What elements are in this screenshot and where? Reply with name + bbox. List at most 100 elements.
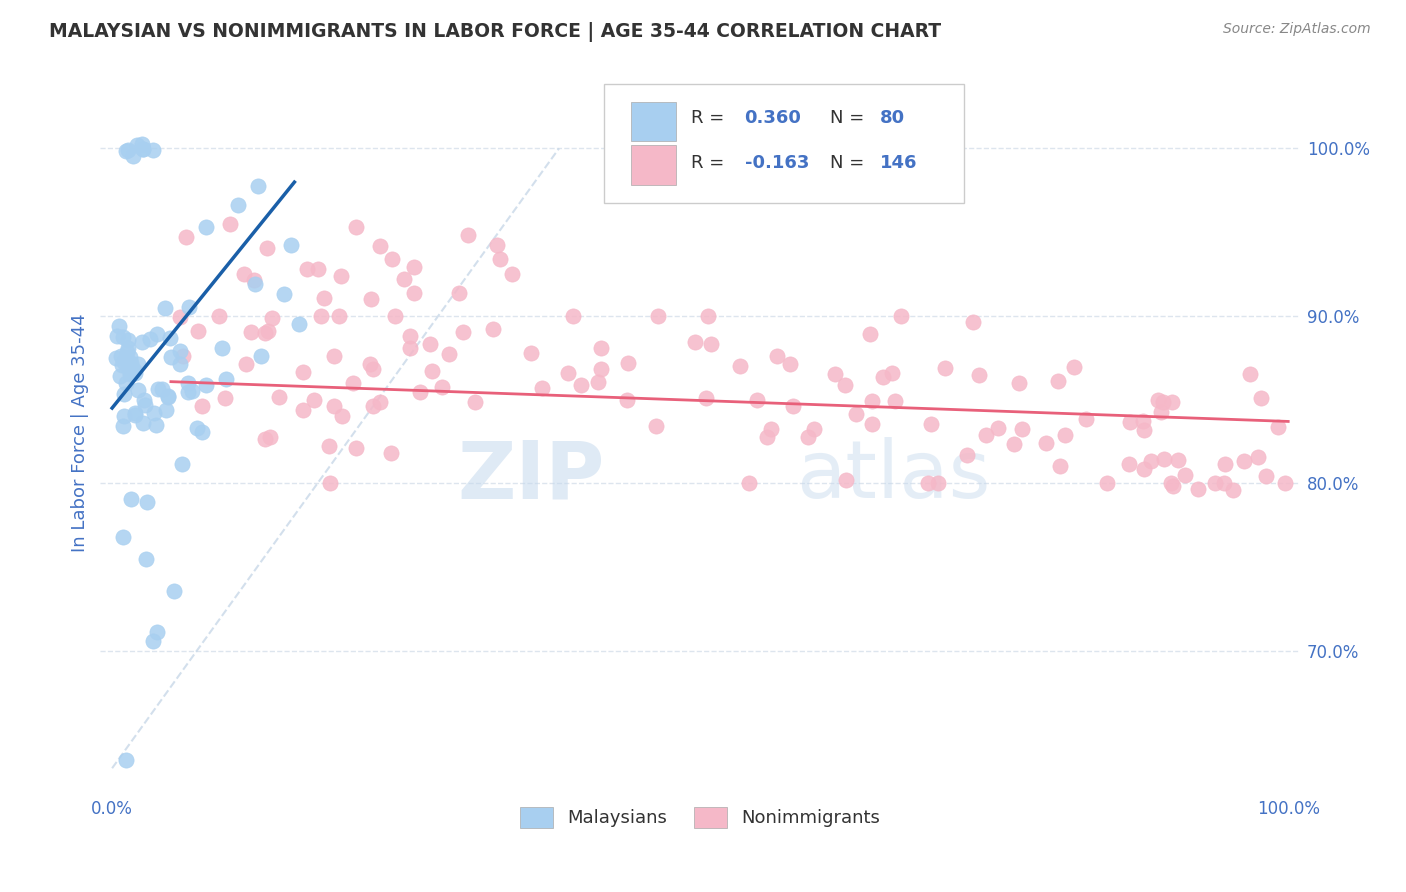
Point [122, 363, 145, 377]
Point [1160, 475, 1182, 490]
Point [1247, 450, 1270, 464]
Point [254, 433, 277, 447]
Point [404, 260, 426, 274]
Legend: Malaysians, Nonimmigrants: Malaysians, Nonimmigrants [513, 799, 887, 835]
Point [1250, 391, 1272, 405]
Point [1119, 415, 1142, 429]
Point [143, 406, 166, 420]
Point [195, 220, 218, 235]
Point [987, 421, 1010, 435]
Point [1153, 452, 1175, 467]
Point [359, 357, 381, 371]
Point [172, 349, 194, 363]
Point [344, 220, 367, 235]
Point [110, 349, 132, 363]
Point [1046, 374, 1069, 388]
Point [118, 367, 141, 381]
Point [288, 317, 311, 331]
Text: Source: ZipAtlas.com: Source: ZipAtlas.com [1223, 22, 1371, 37]
Point [131, 142, 153, 156]
Point [139, 332, 162, 346]
Point [312, 291, 335, 305]
Point [766, 349, 789, 363]
Point [835, 473, 858, 487]
Point [120, 492, 142, 507]
Point [782, 399, 804, 413]
Point [761, 422, 783, 436]
Point [332, 409, 354, 423]
Point [890, 309, 912, 323]
Point [361, 399, 384, 413]
Point [122, 149, 145, 163]
Point [127, 137, 149, 152]
Point [1076, 411, 1098, 425]
Point [381, 252, 404, 266]
Point [127, 357, 149, 371]
Point [117, 341, 139, 355]
Point [191, 400, 214, 414]
Point [1233, 454, 1256, 468]
Point [360, 293, 382, 307]
Point [974, 428, 997, 442]
Point [700, 337, 723, 351]
Point [586, 376, 609, 390]
Text: -0.163: -0.163 [745, 154, 808, 172]
Point [177, 376, 200, 390]
Point [617, 356, 640, 370]
Point [501, 267, 523, 281]
Text: N =: N = [830, 154, 870, 172]
Point [1146, 392, 1168, 407]
Point [1118, 457, 1140, 471]
Point [402, 285, 425, 300]
Text: R =: R = [690, 154, 730, 172]
Point [399, 329, 422, 343]
Point [115, 144, 138, 158]
Point [557, 366, 579, 380]
Point [803, 422, 825, 436]
Point [267, 390, 290, 404]
Point [112, 530, 135, 544]
Point [145, 417, 167, 432]
Text: 0.360: 0.360 [745, 110, 801, 128]
Point [420, 364, 443, 378]
Point [883, 393, 905, 408]
Point [591, 342, 613, 356]
Point [1204, 475, 1226, 490]
Point [111, 358, 134, 372]
Point [1213, 457, 1236, 471]
Point [464, 395, 486, 409]
Point [860, 417, 883, 431]
Point [112, 355, 135, 369]
Point [155, 402, 177, 417]
Point [134, 398, 156, 412]
Point [311, 309, 333, 323]
Point [730, 359, 752, 374]
Point [380, 446, 402, 460]
Point [562, 309, 585, 323]
Point [120, 350, 142, 364]
Point [779, 357, 801, 371]
Point [136, 495, 159, 509]
Point [323, 399, 346, 413]
Point [695, 392, 717, 406]
Point [368, 394, 391, 409]
Text: R =: R = [690, 110, 730, 128]
Point [342, 376, 364, 391]
Point [824, 368, 846, 382]
Point [967, 368, 990, 383]
Point [1274, 476, 1296, 491]
Point [105, 328, 128, 343]
Point [1053, 427, 1076, 442]
Point [361, 362, 384, 376]
Point [131, 334, 153, 349]
Point [233, 267, 256, 281]
Point [696, 309, 718, 323]
Point [1132, 423, 1154, 437]
Point [256, 240, 278, 254]
Point [117, 355, 139, 369]
Point [191, 425, 214, 440]
Point [131, 137, 153, 152]
Point [117, 333, 139, 347]
Point [215, 371, 238, 385]
Point [273, 287, 295, 301]
